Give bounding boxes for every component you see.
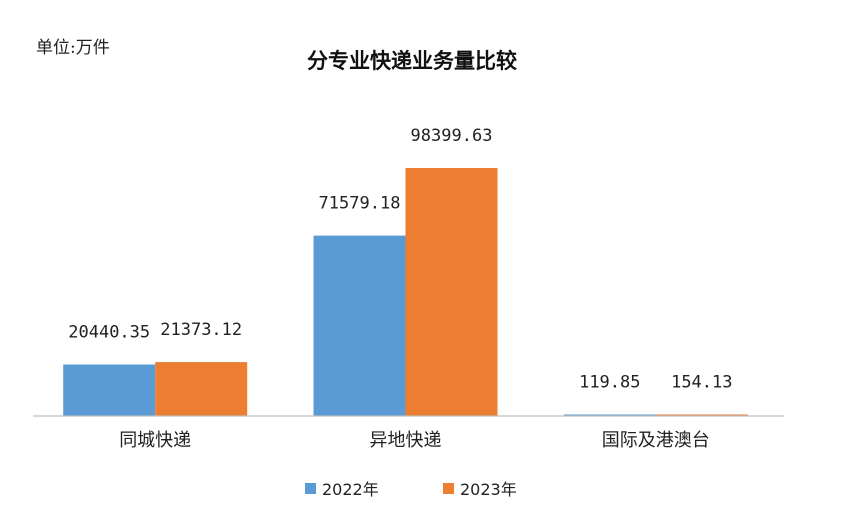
- data-label-1-series-1: 20440.35: [68, 323, 150, 343]
- legend-swatch-2: [443, 483, 454, 494]
- bar-3-series-1: [563, 414, 656, 416]
- data-label-2-series-2: 98399.63: [411, 126, 493, 146]
- bar-2-series-2: [405, 168, 498, 416]
- data-label-3-series-2: 154.13: [671, 373, 732, 393]
- bar-3-series-2: [655, 414, 748, 416]
- chart-title: 分专业快递业务量比较: [307, 49, 517, 73]
- category-label-1: 同城快递: [119, 430, 191, 451]
- bar-2-series-1: [313, 235, 406, 416]
- legend-label-1: 2022年: [322, 480, 379, 499]
- bars-layer: 20440.35 21373.12 71579.18 98399.63 119.85 15…: [63, 126, 748, 416]
- data-label-2-series-1: 71579.18: [319, 194, 401, 214]
- bar-1-series-1: [63, 364, 156, 416]
- category-label-2: 异地快递: [370, 430, 442, 451]
- legend-swatch-1: [305, 483, 316, 494]
- legend: 2022年 2023年: [305, 480, 517, 499]
- bar-1-series-2: [155, 362, 248, 416]
- category-labels: 同城快递 异地快递 国际及港澳台: [119, 430, 710, 451]
- data-label-3-series-1: 119.85: [579, 373, 640, 393]
- category-label-3: 国际及港澳台: [602, 430, 710, 451]
- data-label-1-series-2: 21373.12: [160, 320, 242, 340]
- legend-label-2: 2023年: [460, 480, 517, 499]
- unit-label: 单位:万件: [36, 38, 110, 58]
